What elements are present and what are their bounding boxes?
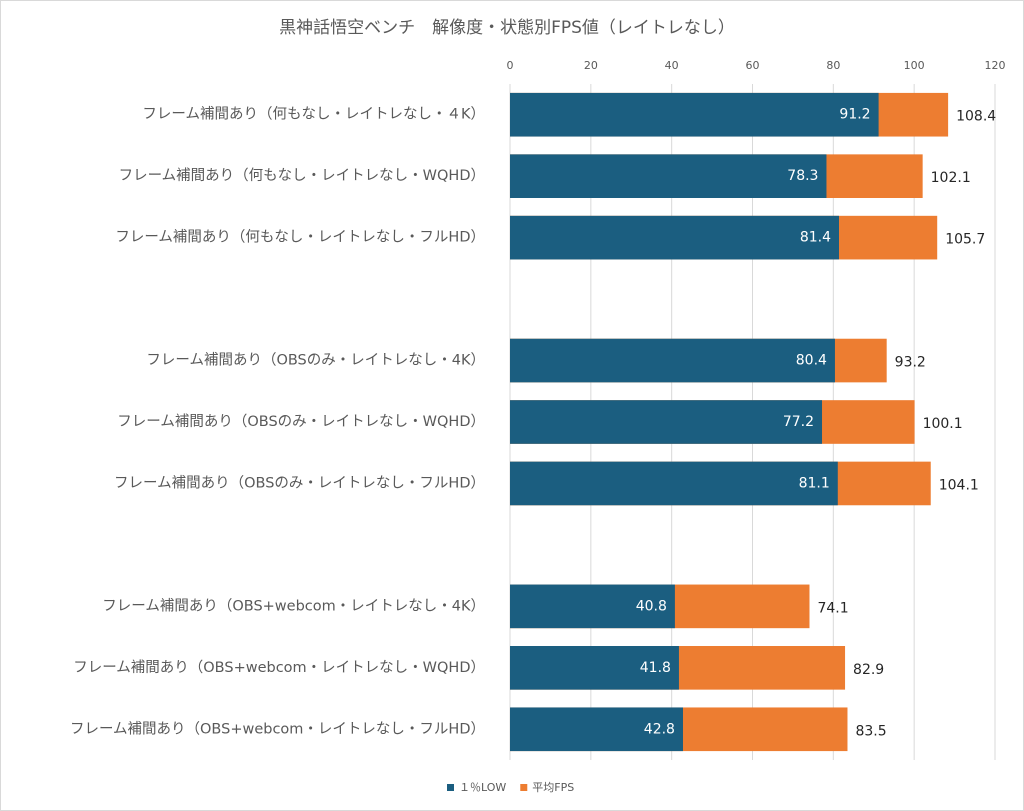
- value-label: 78.3: [787, 168, 818, 184]
- value-label: 80.4: [796, 353, 827, 369]
- legend-swatch: [447, 784, 454, 791]
- value-label: 108.4: [956, 109, 996, 125]
- bar: [510, 92, 879, 137]
- x-tick-label: 60: [746, 59, 760, 72]
- bar: [510, 215, 839, 260]
- value-label: 42.8: [644, 721, 675, 737]
- value-label: 41.8: [640, 660, 671, 676]
- bar: [510, 461, 838, 506]
- category-label: フレーム補間あり（何もなし・レイトレなし・WQHD）: [119, 167, 485, 184]
- value-label: 83.5: [855, 723, 886, 739]
- legend-label: １％LOW: [459, 781, 506, 794]
- category-label: フレーム補間あり（何もなし・レイトレなし・フルHD）: [115, 229, 485, 246]
- bar: [510, 400, 823, 444]
- x-tick-label: 40: [665, 59, 679, 72]
- x-tick-label: 120: [985, 59, 1006, 72]
- value-label: 81.4: [800, 230, 831, 246]
- x-tick-label: 20: [584, 59, 598, 72]
- value-label: 74.1: [817, 600, 848, 616]
- category-label: フレーム補間あり（OBSのみ・レイトレなし・WQHD）: [117, 413, 485, 430]
- category-label: フレーム補間あり（OBS+webcom・レイトレなし・WQHD）: [73, 659, 485, 676]
- legend-label: 平均FPS: [532, 781, 574, 794]
- x-tick-label: 100: [904, 59, 925, 72]
- bar: [510, 707, 683, 752]
- chart-title: 黒神話悟空ベンチ 解像度・状態別FPS値（レイトレなし）: [279, 18, 735, 38]
- bar: [510, 584, 675, 629]
- value-label: 100.1: [923, 416, 963, 432]
- x-tick-label: 0: [507, 59, 514, 72]
- value-label: 82.9: [853, 662, 884, 678]
- bar: [510, 154, 827, 198]
- value-label: 40.8: [636, 598, 667, 614]
- value-label: 102.1: [931, 170, 971, 186]
- category-label: フレーム補間あり（OBS+webcom・レイトレなし・4K）: [102, 597, 485, 614]
- category-label: フレーム補間あり（OBSのみ・レイトレなし・フルHD）: [114, 474, 485, 491]
- bar: [510, 338, 835, 383]
- value-label: 77.2: [783, 414, 814, 430]
- category-label: フレーム補間あり（OBS+webcom・レイトレなし・フルHD）: [70, 720, 485, 737]
- value-label: 91.2: [839, 107, 870, 123]
- category-label: フレーム補間あり（何もなし・レイトレなし・４K）: [142, 106, 485, 123]
- bar: [510, 646, 679, 690]
- value-label: 105.7: [945, 232, 985, 248]
- x-tick-label: 80: [826, 59, 840, 72]
- value-label: 104.1: [939, 477, 979, 493]
- value-label: 81.1: [799, 475, 830, 491]
- value-label: 93.2: [895, 355, 926, 371]
- legend-swatch: [520, 784, 528, 791]
- category-label: フレーム補間あり（OBSのみ・レイトレなし・4K）: [146, 352, 485, 369]
